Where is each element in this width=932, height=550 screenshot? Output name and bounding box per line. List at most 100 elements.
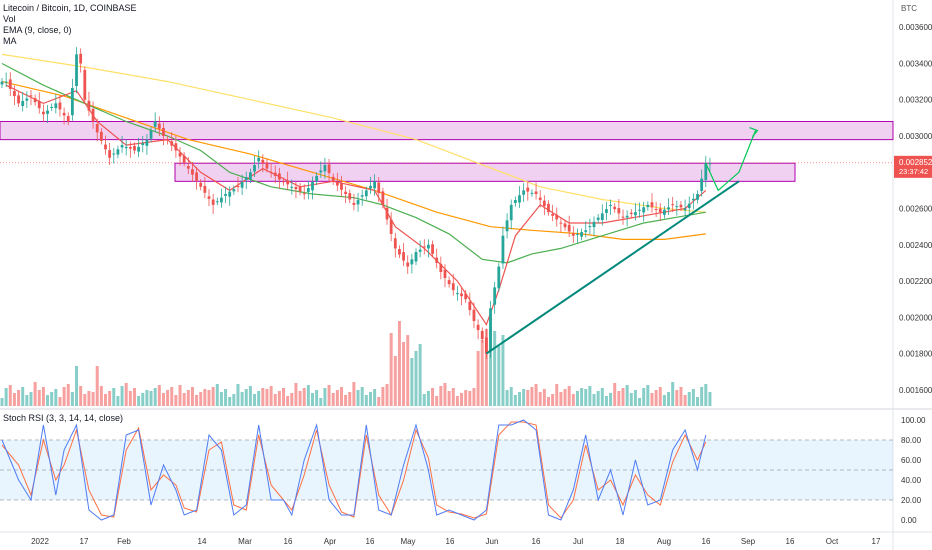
volume-bar bbox=[236, 384, 240, 406]
candle-body bbox=[696, 194, 699, 200]
candle-body bbox=[542, 200, 546, 207]
candle-body bbox=[265, 162, 269, 169]
candle-body bbox=[277, 173, 281, 180]
time-tick-label: 2022 bbox=[31, 537, 49, 546]
candle-body bbox=[211, 199, 215, 205]
candle-body bbox=[497, 266, 501, 289]
volume-bar bbox=[667, 392, 671, 406]
volume-bar bbox=[509, 387, 513, 406]
volume-bar bbox=[87, 391, 91, 406]
volume-bar bbox=[70, 392, 74, 406]
candle-body bbox=[398, 249, 401, 255]
time-tick-label: Jul bbox=[573, 537, 583, 546]
volume-bar bbox=[335, 390, 339, 406]
volume-bar bbox=[116, 396, 120, 406]
volume-bar bbox=[182, 393, 186, 406]
volume-bar bbox=[373, 389, 377, 406]
candle-body bbox=[613, 206, 617, 210]
volume-bar bbox=[460, 393, 464, 406]
candle-body bbox=[83, 69, 87, 100]
volume-bar bbox=[348, 392, 352, 406]
volume-bar bbox=[464, 390, 468, 406]
time-tick-label: Feb bbox=[117, 537, 131, 546]
candle-body bbox=[505, 220, 509, 232]
candle-body bbox=[588, 226, 592, 228]
candle-body bbox=[629, 212, 633, 214]
volume-bar bbox=[33, 382, 37, 406]
price-tick-label: 0.002600 bbox=[899, 205, 932, 214]
candle-body bbox=[489, 308, 492, 351]
volume-bar bbox=[381, 387, 385, 406]
candle-body bbox=[220, 197, 223, 203]
candle-body bbox=[199, 182, 203, 187]
volume-bar bbox=[120, 386, 124, 406]
volume-bar bbox=[174, 395, 178, 406]
volume-bar bbox=[422, 394, 426, 406]
candle-body bbox=[8, 79, 12, 89]
volume-bar bbox=[261, 388, 265, 406]
price-tick-label: 0.002200 bbox=[899, 277, 932, 286]
volume-bar bbox=[294, 383, 298, 406]
volume-bar bbox=[190, 387, 194, 406]
candle-body bbox=[389, 219, 393, 234]
candle-body bbox=[104, 144, 107, 150]
volume-bar bbox=[609, 393, 613, 406]
volume-bar bbox=[542, 389, 546, 406]
candle-body bbox=[369, 185, 372, 189]
legend-ema: EMA (9, close, 0) bbox=[3, 25, 72, 35]
candle-body bbox=[580, 232, 583, 237]
volume-bar bbox=[397, 321, 401, 406]
candle-body bbox=[344, 191, 348, 195]
volume-bar bbox=[621, 388, 625, 406]
volume-bar bbox=[311, 393, 314, 406]
volume-bar bbox=[339, 387, 343, 406]
volume-bar bbox=[559, 392, 563, 406]
symbol-title: Litecoin / Bitcoin, 1D, COINBASE bbox=[3, 3, 137, 13]
candle-body bbox=[286, 180, 290, 185]
volume-bar bbox=[153, 388, 157, 406]
candle-body bbox=[476, 324, 480, 331]
volume-bar bbox=[331, 393, 335, 406]
candle-body bbox=[571, 233, 575, 236]
volume-bar bbox=[654, 390, 658, 406]
candle-body bbox=[224, 194, 227, 196]
volume-bar bbox=[439, 386, 443, 406]
candle-body bbox=[244, 177, 248, 181]
candle-body bbox=[87, 100, 91, 111]
candle-body bbox=[195, 172, 198, 181]
volume-bar bbox=[567, 386, 571, 406]
candle-body bbox=[253, 165, 256, 172]
volume-bar bbox=[41, 387, 45, 406]
volume-bar bbox=[62, 387, 66, 406]
candle-body bbox=[555, 214, 559, 220]
time-tick-label: Oct bbox=[826, 537, 839, 546]
candle-body bbox=[493, 287, 497, 305]
candle-body bbox=[228, 191, 232, 197]
volume-bar bbox=[522, 389, 526, 406]
volume-bar bbox=[596, 391, 600, 406]
volume-bar bbox=[538, 392, 542, 406]
candle-body bbox=[319, 170, 323, 173]
volume-bar bbox=[149, 391, 153, 406]
volume-bar bbox=[472, 388, 476, 406]
volume-bar bbox=[170, 387, 174, 406]
volume-bar bbox=[518, 392, 521, 406]
volume-bar bbox=[315, 390, 319, 406]
rsi-tick-label: 40.00 bbox=[901, 476, 922, 485]
candle-body bbox=[658, 208, 662, 213]
candle-body bbox=[37, 101, 41, 109]
candle-body bbox=[402, 252, 405, 261]
candle-body bbox=[46, 110, 49, 114]
volume-bar bbox=[195, 395, 199, 406]
volume-bar bbox=[360, 387, 364, 406]
candle-body bbox=[377, 182, 381, 194]
volume-bar bbox=[435, 396, 439, 406]
current-price-tag bbox=[894, 155, 932, 178]
candle-body bbox=[700, 178, 704, 192]
candle-body bbox=[518, 195, 521, 203]
volume-bar bbox=[128, 391, 132, 406]
volume-bar bbox=[273, 394, 277, 406]
candle-body bbox=[468, 301, 472, 311]
volume-bar bbox=[112, 388, 116, 406]
